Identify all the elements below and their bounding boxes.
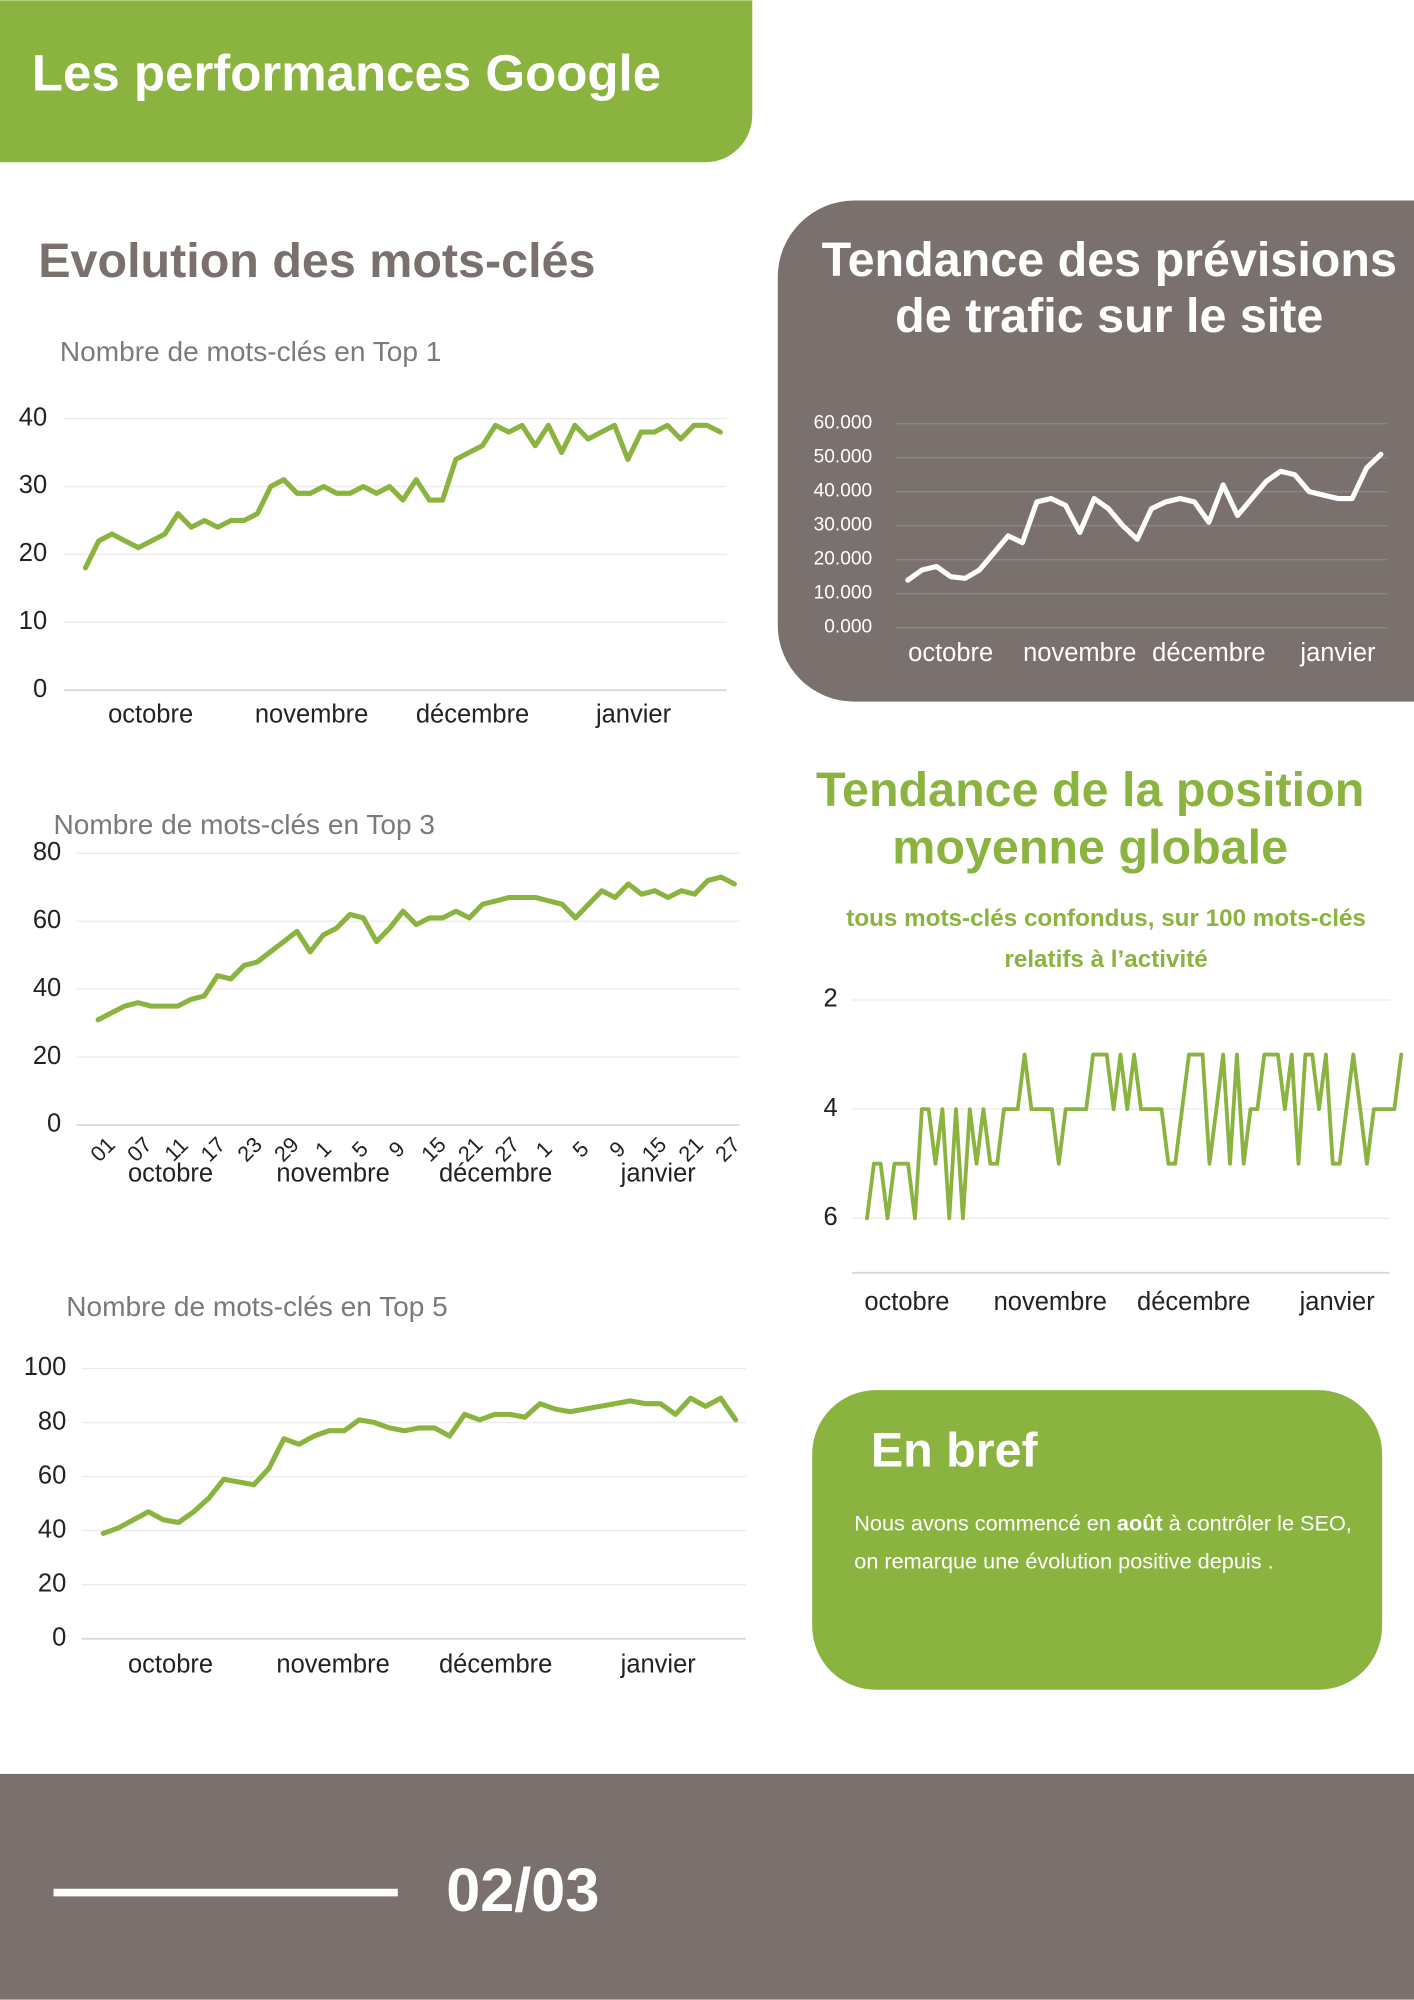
y-tick-label: 2 <box>824 985 838 1013</box>
text: Nous avons commencé en <box>854 1511 1117 1536</box>
text: à contrôler le SEO, on remarque une évol… <box>854 1511 1352 1574</box>
y-tick-label: 100 <box>24 1353 67 1381</box>
x-tick-label: octobre <box>864 1288 949 1316</box>
x-tick-label: octobre <box>128 1650 213 1678</box>
y-tick-label: 20 <box>19 539 47 567</box>
x-tick-label: octobre <box>108 700 193 728</box>
x-tick-label: novembre <box>255 700 368 728</box>
y-tick-label: 50.000 <box>814 447 872 468</box>
chart-title-box: Tendance de la position moyenne globale <box>815 764 1365 876</box>
y-tick-label: 60.000 <box>814 413 872 434</box>
x-tick-label: décembre <box>416 700 529 728</box>
y-tick-label: 0.000 <box>824 617 872 638</box>
x-tick-label: janvier <box>620 1650 697 1678</box>
x-tick-label: novembre <box>276 1650 389 1678</box>
x-tick-label: novembre <box>276 1159 389 1187</box>
y-tick-label: 60 <box>33 906 61 934</box>
summary-title: En bref <box>871 1424 1039 1478</box>
y-tick-label: 40 <box>38 1515 66 1543</box>
x-tick-label: janvier <box>595 700 672 728</box>
x-tick-label: octobre <box>908 639 993 667</box>
footer <box>0 1773 1414 2000</box>
data-line <box>905 451 1384 583</box>
traffic-panel <box>777 200 1414 702</box>
y-tick-label: 10 <box>19 607 47 635</box>
section-title: Evolution des mots-clés <box>38 234 595 288</box>
data-line <box>100 1395 739 1536</box>
day-label: 27 <box>710 1132 745 1167</box>
data-line <box>82 422 723 571</box>
chart-title: Nombre de mots-clés en Top 3 <box>54 809 435 840</box>
x-tick-label: janvier <box>1299 1288 1376 1316</box>
x-tick-label: janvier <box>620 1159 697 1187</box>
y-tick-label: 20 <box>38 1569 66 1597</box>
x-tick-label: octobre <box>128 1159 213 1187</box>
day-label: 23 <box>232 1132 267 1167</box>
day-label: 5 <box>347 1136 373 1162</box>
data-line <box>95 874 737 1023</box>
day-label: 01 <box>85 1132 120 1167</box>
summary-panel <box>812 1390 1383 1690</box>
x-tick-label: novembre <box>1023 639 1136 667</box>
y-tick-label: 40 <box>19 403 47 431</box>
x-tick-label: décembre <box>439 1650 552 1678</box>
page-number: 02/03 <box>446 1856 599 1924</box>
day-label: 9 <box>384 1136 410 1162</box>
x-tick-label: décembre <box>1152 639 1265 667</box>
y-tick-label: 20 <box>33 1042 61 1070</box>
x-tick-label: décembre <box>439 1159 552 1187</box>
y-tick-label: 40 <box>33 974 61 1002</box>
x-tick-label: décembre <box>1137 1288 1250 1316</box>
x-tick-label: janvier <box>1299 639 1376 667</box>
chart-title: Nombre de mots-clés en Top 1 <box>60 336 441 367</box>
y-tick-label: 80 <box>33 838 61 866</box>
day-label: 1 <box>310 1136 336 1162</box>
chart-subtitle-box: tous mots-clés confondus, sur 100 mots-c… <box>846 905 1366 974</box>
x-tick-label: novembre <box>994 1288 1107 1316</box>
y-tick-label: 30 <box>19 471 47 499</box>
y-tick-label: 0 <box>47 1110 61 1138</box>
day-label: 1 <box>531 1136 557 1162</box>
header-band <box>0 0 753 163</box>
y-tick-label: 0 <box>52 1624 66 1652</box>
chart-title: Tendance de la position moyenne globale <box>815 764 1365 876</box>
page-title: Les performances Google <box>32 44 661 101</box>
summary-text: Nous avons commencé en août à contrôler … <box>854 1505 1370 1582</box>
y-tick-label: 10.000 <box>814 583 872 604</box>
data-line <box>865 1052 1404 1221</box>
y-tick-label: 0 <box>33 675 47 703</box>
chart-subtitle: tous mots-clés confondus, sur 100 mots-c… <box>846 905 1366 974</box>
y-tick-label: 30.000 <box>814 515 872 536</box>
y-tick-label: 20.000 <box>814 549 872 570</box>
text-bold: août <box>1116 1511 1163 1536</box>
y-tick-label: 80 <box>38 1407 66 1435</box>
chart-title-box: Tendance des prévisions de trafic sur le… <box>821 233 1397 344</box>
day-label: 5 <box>567 1136 593 1162</box>
chart-title: Tendance des prévisions de trafic sur le… <box>821 233 1397 344</box>
y-tick-label: 4 <box>824 1094 838 1122</box>
day-label: 9 <box>604 1136 630 1162</box>
y-tick-label: 6 <box>824 1203 838 1231</box>
summary-text-box: Nous avons commencé en août à contrôler … <box>854 1505 1370 1582</box>
chart-title: Nombre de mots-clés en Top 5 <box>66 1291 447 1322</box>
y-tick-label: 60 <box>38 1461 66 1489</box>
y-tick-label: 40.000 <box>814 481 872 502</box>
